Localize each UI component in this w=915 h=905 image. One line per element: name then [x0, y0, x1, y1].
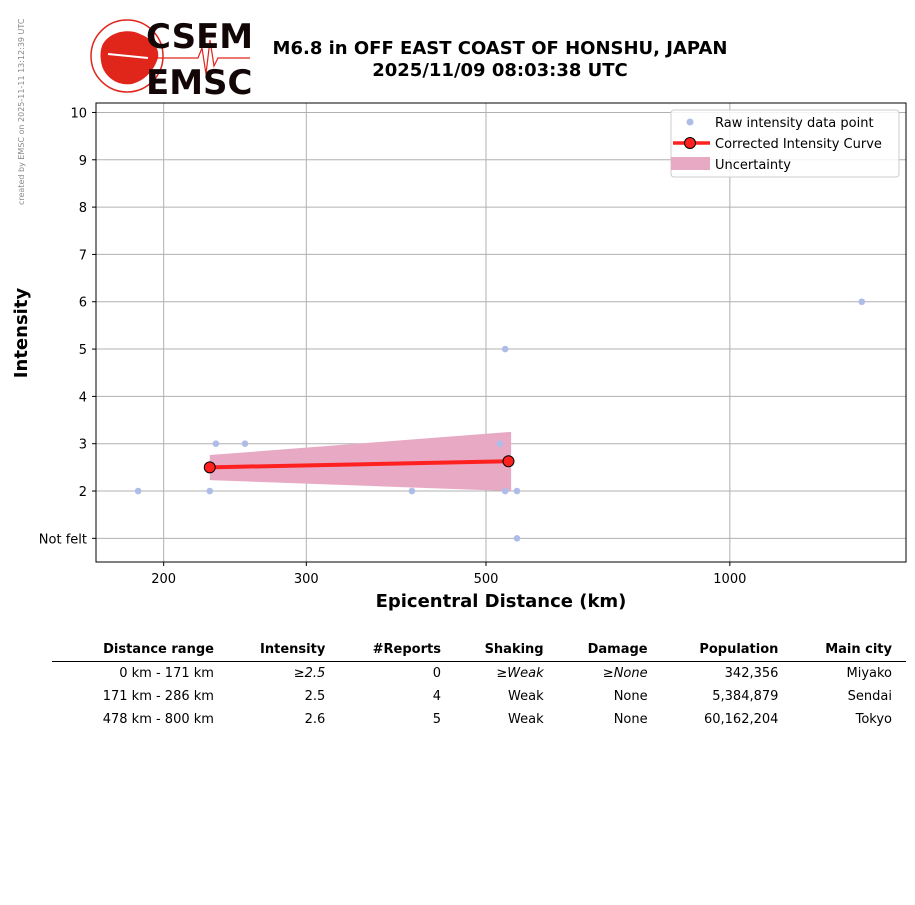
y-tick-label: 2: [79, 485, 87, 500]
y-tick-label: 9: [79, 154, 87, 169]
y-tick-label: Not felt: [39, 532, 87, 547]
tick-labels: 200 300 500 1000 Not felt 2 3 4 5 6 7 8 9 10: [39, 106, 747, 587]
header-damage: Damage: [557, 640, 662, 662]
cell-shaking: Weak: [508, 712, 544, 727]
x-tick-label: 300: [294, 572, 319, 587]
x-tick-label: 200: [151, 572, 176, 587]
chart-title: M6.8 in OFF EAST COAST OF HONSHU, JAPAN …: [250, 38, 750, 82]
header-shaking: Shaking: [454, 640, 558, 662]
cell-range: 171 km - 286 km: [102, 689, 214, 704]
table-row: 171 km - 286 km 2.5 4 Weak None 5,384,87…: [52, 685, 906, 708]
cell-reports: 0: [432, 666, 441, 681]
legend-raw-label: Raw intensity data point: [715, 116, 874, 131]
legend-raw-marker: [686, 118, 694, 126]
emsc-logo: CSEM EMSC: [90, 18, 253, 98]
header-reports: #Reports: [339, 640, 455, 662]
corrected-curve-point: [502, 455, 515, 468]
cell-shaking: Weak: [508, 689, 544, 704]
uncertainty-band: [209, 431, 512, 492]
cell-damage: None: [613, 689, 648, 704]
corrected-curve-line: [209, 459, 509, 470]
y-axis-label: Intensity: [11, 288, 32, 379]
legend-curve-label: Corrected Intensity Curve: [715, 137, 882, 152]
x-axis-label: Epicentral Distance (km): [376, 591, 627, 612]
raw-data-point: [513, 487, 521, 495]
y-tick-label: 10: [70, 106, 87, 121]
logo-seismogram: [154, 39, 250, 75]
cell-population: 60,162,204: [703, 712, 779, 727]
cell-intensity: 2.5: [304, 689, 326, 704]
title-time: 2025/11/09 08:03:38 UTC: [372, 60, 628, 81]
results-table: Distance range Intensity #Reports Shakin…: [52, 640, 906, 731]
legend-curve-marker: [684, 137, 696, 149]
x-tick-label: 1000: [713, 572, 746, 587]
header-population: Population: [661, 640, 793, 662]
y-tick-label: 6: [79, 296, 87, 311]
cell-range: 0 km - 171 km: [119, 666, 214, 681]
y-tick-label: 4: [79, 390, 87, 405]
header-distance-range: Distance range: [52, 640, 228, 662]
raw-data-point: [408, 487, 416, 495]
cell-population: 342,356: [724, 666, 779, 681]
cell-range: 478 km - 800 km: [102, 712, 214, 727]
logo-line2: EMSC: [146, 63, 253, 98]
raw-data-point: [501, 345, 509, 353]
cell-population: 5,384,879: [712, 689, 779, 704]
header-intensity: Intensity: [227, 640, 340, 662]
y-tick-label: 8: [79, 201, 87, 216]
raw-data-point: [858, 298, 866, 306]
corrected-curve-point: [203, 461, 216, 474]
cell-reports: 5: [432, 712, 441, 727]
raw-data-point: [134, 487, 142, 495]
curve-layer: [203, 455, 515, 474]
table-header-row: Distance range Intensity #Reports Shakin…: [52, 640, 906, 662]
y-tick-label: 5: [79, 343, 87, 358]
x-tick-label: 500: [474, 572, 499, 587]
raw-data-point: [206, 487, 214, 495]
raw-data-point: [496, 440, 504, 448]
raw-data-point: [501, 487, 509, 495]
raw-data-point: [212, 440, 220, 448]
cell-damage: ≥None: [602, 666, 648, 681]
logo-globe: [90, 19, 164, 93]
legend-uncertainty-swatch: [671, 157, 710, 170]
legend-frame: [670, 109, 900, 178]
header-main-city: Main city: [792, 640, 906, 662]
plot-frame: [95, 102, 907, 563]
cell-intensity: ≥2.5: [293, 666, 326, 681]
cell-shaking: ≥Weak: [496, 666, 544, 681]
cell-intensity: 2.6: [304, 712, 326, 727]
legend-uncertainty-label: Uncertainty: [715, 158, 791, 173]
cell-city: Tokyo: [855, 712, 892, 727]
title-event: M6.8 in OFF EAST COAST OF HONSHU, JAPAN: [272, 38, 728, 59]
y-tick-label: 7: [79, 248, 87, 263]
raw-data-point: [241, 440, 249, 448]
cell-damage: None: [613, 712, 648, 727]
y-tick-label: 3: [79, 438, 87, 453]
logo-continents: [100, 31, 159, 85]
legend: Raw intensity data point Corrected Inten…: [670, 109, 900, 178]
uncertainty-band-layer: [209, 431, 512, 492]
intensity-chart: 200 300 500 1000 Not felt 2 3 4 5 6 7 8 9 10 Epicentr…: [11, 102, 907, 612]
raw-points-layer: [134, 298, 866, 542]
cell-city: Miyako: [846, 666, 892, 681]
raw-data-point: [513, 535, 521, 542]
logo-line1: CSEM: [146, 18, 253, 57]
cell-reports: 4: [432, 689, 441, 704]
table-row: 0 km - 171 km ≥2.5 0 ≥Weak ≥None 342,356…: [52, 662, 906, 686]
cell-city: Sendai: [847, 689, 892, 704]
grid-lines: [96, 103, 906, 562]
table-row: 478 km - 800 km 2.6 5 Weak None 60,162,2…: [52, 708, 906, 731]
